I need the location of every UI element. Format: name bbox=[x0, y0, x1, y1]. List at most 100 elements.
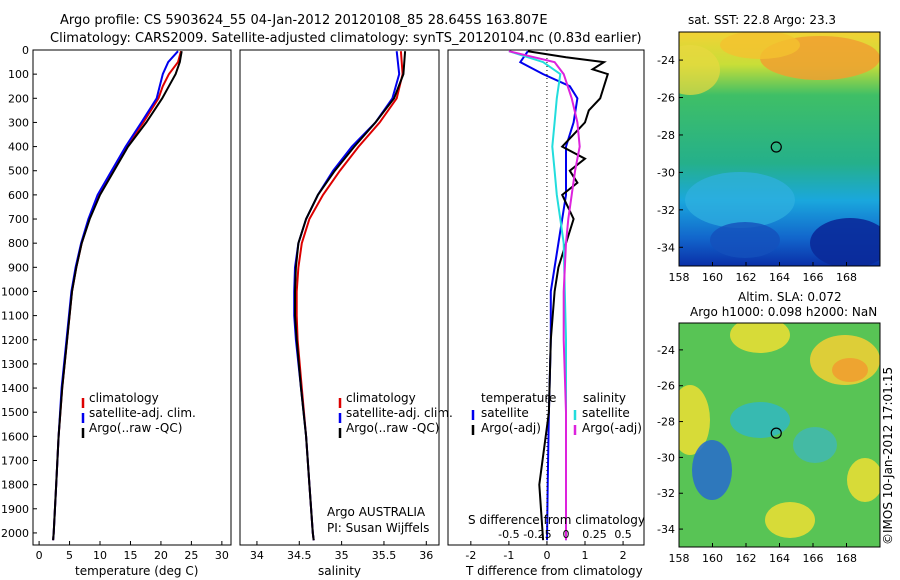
y-tick-label: 600 bbox=[8, 189, 29, 202]
map-y-tick-label: -28 bbox=[657, 416, 675, 429]
x-tick-label: 0 bbox=[36, 549, 43, 562]
y-tick-label: 200 bbox=[8, 92, 29, 105]
map-x-tick-label: 162 bbox=[736, 552, 757, 565]
sla-high-patch bbox=[730, 323, 790, 353]
sla-map: Altim. SLA: 0.072 Argo h1000: 0.098 h200… bbox=[657, 290, 881, 565]
y-tick-label: 900 bbox=[8, 261, 29, 274]
y-tick-label: 1100 bbox=[1, 310, 29, 323]
map-x-tick-label: 168 bbox=[836, 271, 857, 284]
y-tick-label: 1200 bbox=[1, 334, 29, 347]
sst-cold-patch bbox=[810, 218, 880, 266]
sst-map: sat. SST: 22.8 Argo: 23.3 158 160 162 164 16… bbox=[657, 13, 881, 284]
map-y-tick-label: -24 bbox=[657, 54, 675, 67]
sla-low-patch bbox=[692, 440, 732, 500]
s-tick-label: 0.25 bbox=[582, 528, 607, 541]
x-tick-label: 10 bbox=[93, 549, 107, 562]
legend-item-satellite: satellite-adj. clim. bbox=[89, 406, 196, 420]
legend-item-temp-satellite: satellite bbox=[481, 406, 529, 420]
map-x-tick-label: 158 bbox=[669, 271, 690, 284]
y-tick-label: 800 bbox=[8, 237, 29, 250]
y-tick-label: 300 bbox=[8, 116, 29, 129]
x-tick-label: 1 bbox=[582, 549, 589, 562]
series-line-salinity-argo-adj- bbox=[508, 50, 581, 541]
sst-map-title: sat. SST: 22.8 Argo: 23.3 bbox=[688, 13, 836, 27]
sla-peak-patch bbox=[832, 358, 868, 382]
map-y-tick-label: -30 bbox=[657, 451, 675, 464]
sst-cool-patch bbox=[685, 172, 795, 228]
difference-axes bbox=[447, 49, 645, 546]
legend-item-sal-satellite: satellite bbox=[582, 406, 630, 420]
y-tick-label: 2000 bbox=[1, 527, 29, 540]
map-y-tick-label: -26 bbox=[657, 380, 675, 393]
agency-label: Argo AUSTRALIA bbox=[327, 505, 426, 519]
y-tick-label: 1800 bbox=[1, 479, 29, 492]
map-x-tick-label: 164 bbox=[769, 552, 790, 565]
series-line-temperature-argo-adj- bbox=[527, 50, 610, 541]
legend-title-temperature: temperature bbox=[481, 391, 556, 405]
x-tick-label: 20 bbox=[154, 549, 168, 562]
map-y-tick-label: -30 bbox=[657, 166, 675, 179]
map-y-tick-label: -28 bbox=[657, 129, 675, 142]
legend-item-climatology: climatology bbox=[89, 391, 159, 405]
legend-item-temp-argo: Argo(-adj) bbox=[481, 421, 541, 435]
x-tick-label: 2 bbox=[620, 549, 627, 562]
y-tick-label: 400 bbox=[8, 141, 29, 154]
series-line-argo-raw-qc- bbox=[294, 51, 407, 541]
sla-high-patch bbox=[847, 458, 880, 502]
map-x-tick-label: 168 bbox=[836, 552, 857, 565]
map-y-tick-label: -34 bbox=[657, 241, 675, 254]
x-tick-label: 34 bbox=[250, 549, 264, 562]
sst-cold-patch bbox=[710, 222, 780, 258]
s-difference-label: S difference from climatology bbox=[468, 513, 645, 527]
map-y-tick-label: -32 bbox=[657, 204, 675, 217]
y-tick-label: 0 bbox=[22, 44, 29, 57]
legend-item-argo: Argo(..raw -QC) bbox=[346, 421, 439, 435]
map-y-tick-label: -34 bbox=[657, 523, 675, 536]
s-tick-label: 0.5 bbox=[614, 528, 632, 541]
sla-high-patch bbox=[765, 502, 815, 538]
sla-map-subtitle: Argo h1000: 0.098 h2000: NaN bbox=[690, 305, 877, 319]
x-tick-label: 0 bbox=[543, 549, 550, 562]
map-x-tick-label: 166 bbox=[803, 552, 824, 565]
s-tick-label: -0.25 bbox=[523, 528, 551, 541]
legend-item-sal-argo: Argo(-adj) bbox=[582, 421, 642, 435]
map-y-tick-label: -24 bbox=[657, 344, 675, 357]
map-x-tick-label: 164 bbox=[769, 271, 790, 284]
x-tick-label: -1 bbox=[503, 549, 514, 562]
y-tick-label: 500 bbox=[8, 165, 29, 178]
map-x-tick-label: 162 bbox=[736, 271, 757, 284]
difference-legend: temperature satellite Argo(-adj) salinit… bbox=[471, 391, 642, 435]
y-tick-label: 1000 bbox=[1, 285, 29, 298]
pi-label: PI: Susan Wijffels bbox=[327, 521, 429, 535]
x-tick-label: 5 bbox=[66, 549, 73, 562]
legend-item-climatology: climatology bbox=[346, 391, 416, 405]
legend-item-satellite: satellite-adj. clim. bbox=[346, 406, 453, 420]
s-tick-label: -0.5 bbox=[498, 528, 519, 541]
y-tick-label: 1600 bbox=[1, 430, 29, 443]
s-tick-label: 0 bbox=[562, 528, 569, 541]
series-line-argo-raw-qc- bbox=[52, 51, 183, 541]
salinity-axes bbox=[239, 49, 440, 546]
temperature-legend: climatology satellite-adj. clim. Argo(..… bbox=[81, 391, 196, 438]
sla-high-patch bbox=[679, 385, 710, 455]
header-line1: Argo profile: CS 5903624_55 04-Jan-2012 … bbox=[60, 13, 548, 28]
argo-position-marker bbox=[770, 427, 782, 439]
map-x-tick-label: 166 bbox=[803, 271, 824, 284]
y-tick-label: 100 bbox=[8, 68, 29, 81]
y-tick-label: 1900 bbox=[1, 503, 29, 516]
sla-low-patch bbox=[793, 427, 837, 463]
x-tick-label: 36 bbox=[419, 549, 433, 562]
map-x-tick-label: 158 bbox=[669, 552, 690, 565]
legend-title-salinity: salinity bbox=[583, 391, 626, 405]
legend-item-argo: Argo(..raw -QC) bbox=[89, 421, 182, 435]
x-tick-label: 30 bbox=[215, 549, 229, 562]
x-tick-label: 15 bbox=[123, 549, 137, 562]
sla-low-patch bbox=[730, 402, 790, 438]
sst-warm-patch bbox=[720, 32, 800, 59]
argo-position-marker bbox=[770, 141, 782, 153]
salinity-legend: climatology satellite-adj. clim. Argo(..… bbox=[338, 391, 453, 438]
temperature-axes bbox=[32, 49, 232, 546]
x-tick-label: 25 bbox=[184, 549, 198, 562]
y-tick-label: 1500 bbox=[1, 406, 29, 419]
salinity-xlabel: salinity bbox=[318, 564, 361, 578]
